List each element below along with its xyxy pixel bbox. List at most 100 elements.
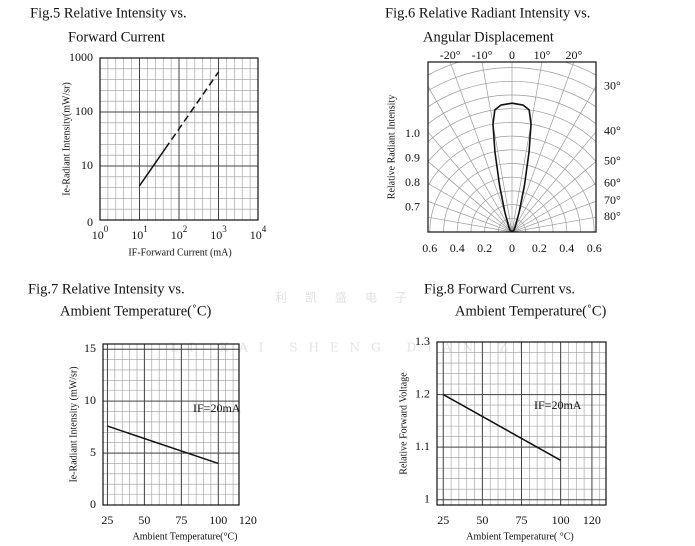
grid-ray xyxy=(511,183,596,232)
angle-tick-label: -10° xyxy=(472,48,493,62)
y-tick-label: 100 xyxy=(75,104,93,118)
chart-title: Fig.7 Relative Intensity vs. xyxy=(28,281,185,297)
x-tick-label-base: 120 xyxy=(583,513,601,527)
y-tick-label: 1.2 xyxy=(415,386,430,400)
grid-ray xyxy=(428,201,513,232)
x-tick-label: 75 xyxy=(175,513,187,527)
grid-ray xyxy=(511,216,596,232)
angle-tick-label: 40° xyxy=(604,124,621,138)
chart-title: Angular Displacement xyxy=(423,29,554,45)
x-tick-label-base: 75 xyxy=(175,513,187,527)
y-tick-label: 1.3 xyxy=(415,334,430,348)
y-tick-label: 1000 xyxy=(69,50,93,64)
x-tick-label: 50 xyxy=(138,513,150,527)
plot-frame xyxy=(99,57,259,221)
r-tick-label: 0.7 xyxy=(405,199,420,213)
y-tick-label: 15 xyxy=(84,341,96,355)
r-tick-label: 1.0 xyxy=(405,126,420,140)
x-tick-label: 103 xyxy=(210,224,227,242)
y-axis-label: Relative Radiant Intensity xyxy=(386,95,397,199)
watermark: 利凯盛电子 xyxy=(275,290,425,305)
x-tick-label-exponent: 4 xyxy=(262,224,267,234)
data-line xyxy=(442,393,561,461)
x-tick-label-base: 10 xyxy=(92,228,104,242)
y-tick-label: 1 xyxy=(424,491,430,505)
x-tick-label: 100 xyxy=(552,513,570,527)
x-tick-label: 120 xyxy=(583,513,601,527)
x-axis-label: IF-Forward Current (mA) xyxy=(128,247,231,258)
x-tick-label-base: 120 xyxy=(239,513,257,527)
x-tick-label: 101 xyxy=(131,224,148,242)
x-tick-label-exponent: 2 xyxy=(183,224,188,234)
grid-ray xyxy=(428,85,513,232)
y-axis-label: Relative Forward Voltage xyxy=(398,372,409,475)
r-tick-label: 0.8 xyxy=(405,175,420,189)
grid-ray xyxy=(428,131,513,232)
x-tick-label-base: 50 xyxy=(138,513,150,527)
x-tick-label-base: 10 xyxy=(250,228,262,242)
x-tick-label: 100 xyxy=(209,513,227,527)
y-tick-label: 1.1 xyxy=(415,439,430,453)
chart-title: Fig.5 Relative Intensity vs. xyxy=(30,5,187,21)
plot-frame xyxy=(436,341,607,506)
grid-ray xyxy=(481,62,513,232)
radiation-pattern xyxy=(492,102,532,233)
grid-ray xyxy=(428,216,513,232)
grid-ray xyxy=(511,131,596,232)
grid-ray xyxy=(511,62,575,232)
x-tick-label: 0 xyxy=(509,241,515,255)
annotation: IF=20mA xyxy=(534,398,582,412)
chart-title: Forward Current xyxy=(68,29,165,45)
x-tick-label-exponent: 1 xyxy=(143,224,148,234)
y-tick-label: 0 xyxy=(90,497,96,511)
angle-tick-label: 50° xyxy=(604,153,621,167)
x-tick-label-base: 10 xyxy=(171,228,183,242)
x-tick-label-base: 100 xyxy=(552,513,570,527)
x-tick-label: 102 xyxy=(171,224,188,242)
grid-ray xyxy=(428,183,513,232)
data-line xyxy=(107,425,219,465)
data-line xyxy=(138,148,166,187)
angle-tick-label: 0 xyxy=(509,48,515,62)
grid-ray xyxy=(511,201,596,232)
y-tick-label: 0 xyxy=(87,215,93,229)
grid-ray xyxy=(511,62,543,232)
x-tick-label: 120 xyxy=(239,513,257,527)
x-tick-label: 0.2 xyxy=(477,241,492,255)
y-tick-label: 10 xyxy=(84,393,96,407)
y-tick-label: 5 xyxy=(90,445,96,459)
chart-title: Fig.8 Forward Current vs. xyxy=(424,281,575,297)
x-tick-label-base: 75 xyxy=(516,513,528,527)
x-tick-label-base: 10 xyxy=(131,228,143,242)
polar-grid xyxy=(428,62,596,232)
x-tick-label: 0.4 xyxy=(559,241,574,255)
x-tick-label-exponent: 0 xyxy=(104,224,109,234)
x-tick-label: 0.2 xyxy=(532,241,547,255)
x-axis-label: Ambient Temperature(°C) xyxy=(132,531,237,542)
angle-tick-label: 80° xyxy=(604,209,621,223)
x-tick-label: 0.6 xyxy=(422,241,437,255)
angle-tick-label: 70° xyxy=(604,193,621,207)
plot-frame xyxy=(102,343,240,506)
y-axis-label: Ie-Radiant Intensity (mW/sr) xyxy=(68,366,79,482)
chart-title: Ambient Temperature(˚C) xyxy=(60,303,211,319)
x-tick-label-base: 10 xyxy=(210,228,222,242)
grid-ray xyxy=(511,161,596,232)
y-tick-label: 10 xyxy=(81,158,93,172)
x-tick-label: 104 xyxy=(250,224,267,242)
watermark-subtitle: LI KAI SHENG DIAN ZI xyxy=(170,341,534,355)
x-tick-label: 25 xyxy=(101,513,113,527)
angle-tick-label: 60° xyxy=(604,175,621,189)
x-tick-label-base: 50 xyxy=(476,513,488,527)
x-tick-label: 0.4 xyxy=(450,241,465,255)
angle-tick-label: 10° xyxy=(534,48,551,62)
chart-title: Ambient Temperature(˚C) xyxy=(455,303,606,319)
x-tick-label: 50 xyxy=(476,513,488,527)
grid-ray xyxy=(449,62,513,232)
angle-tick-label: 30° xyxy=(604,78,621,92)
angle-tick-label: 20° xyxy=(565,48,582,62)
r-tick-label: 0.9 xyxy=(405,150,420,164)
x-tick-label: 100 xyxy=(92,224,109,242)
x-tick-label-base: 25 xyxy=(437,513,449,527)
